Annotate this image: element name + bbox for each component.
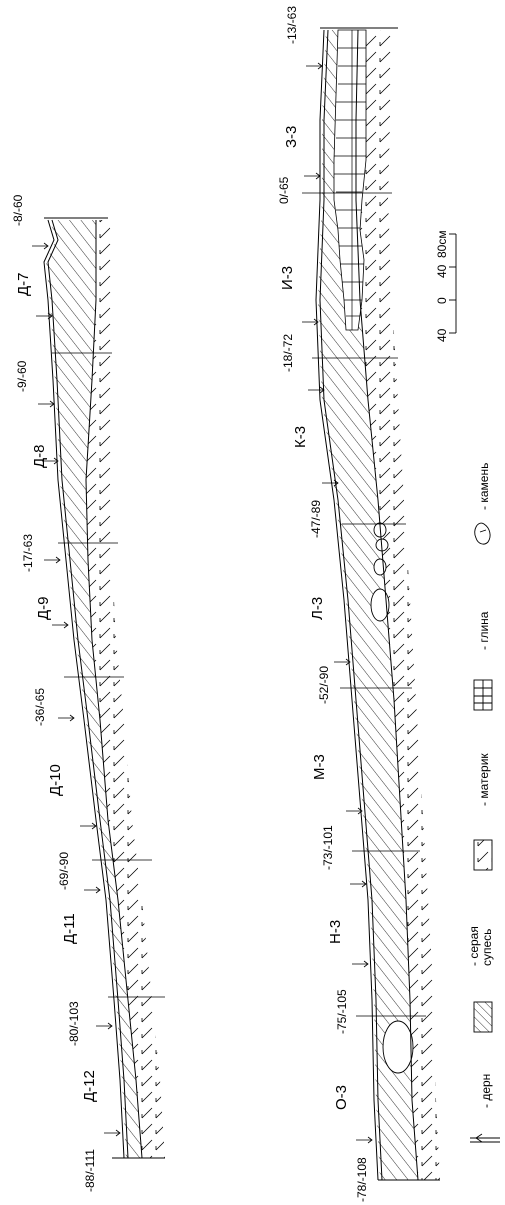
arrow-icon [352, 960, 369, 968]
arrow-icon [308, 386, 325, 394]
legend: - дерн - серая супесь - материк - глина … [467, 463, 500, 1143]
left-elevation-mark: -8/-60 [11, 194, 25, 226]
arrow-icon [104, 1129, 121, 1137]
left-profile: Д-7 Д-8 Д-9 Д-10 Д-11 Д-12 -8/-60 -9/-60… [11, 194, 165, 1192]
right-elevation-mark: -75/-105 [335, 989, 349, 1034]
scale-unit-label: 80см [435, 230, 449, 258]
left-elevation-mark: -69/-90 [57, 852, 71, 890]
right-arrows [302, 62, 373, 1144]
arrow-icon [322, 479, 339, 487]
arrow-icon [38, 400, 55, 408]
right-section-label: И-3 [279, 266, 296, 290]
left-elevation-mark: -88/-111 [83, 1149, 97, 1192]
arrow-icon [304, 172, 321, 180]
right-section-label: Н-3 [327, 920, 344, 944]
right-elevation-mark: -52/-90 [317, 666, 331, 704]
stone-legend-icon [474, 522, 491, 545]
arrow-icon [84, 886, 101, 894]
right-elevation-mark: -78/-108 [355, 1157, 369, 1202]
right-turf-line-inner [319, 29, 383, 1181]
left-gray-sandy-loam-layer [46, 220, 142, 1158]
left-section-label: Д-9 [35, 597, 52, 621]
right-section-label: Л-3 [309, 597, 326, 620]
left-elevation-mark: -17/-63 [21, 534, 35, 572]
right-layer-boundary [355, 29, 419, 1181]
arrow-icon [356, 1136, 373, 1144]
arrow-icon [58, 714, 75, 722]
right-section-label: К-3 [292, 426, 309, 448]
right-elevation-mark: -47/-89 [309, 500, 323, 538]
arrow-icon [52, 621, 69, 629]
arrow-icon [44, 556, 61, 564]
left-elevation-mark: -36/-65 [33, 688, 47, 726]
clay-swatch [473, 679, 493, 711]
arrow-icon [32, 242, 49, 250]
right-elevation-mark: -73/-101 [321, 825, 335, 870]
left-elevation-mark: -80/-103 [67, 1001, 81, 1046]
right-section-label: О-3 [333, 1085, 350, 1110]
right-elevation-mark: -18/-72 [281, 334, 295, 372]
left-arrows [32, 242, 121, 1137]
left-section-label: Д-8 [31, 445, 48, 469]
legend-gray-loam-label: - серая [467, 926, 481, 966]
bedrock-swatch [473, 839, 493, 871]
arrow-icon [80, 822, 97, 830]
legend-clay-label: - глина [477, 611, 491, 650]
right-turf-line-outer [315, 29, 379, 1181]
left-turf-line-outer [43, 219, 125, 1159]
turf-legend-icon [470, 1133, 500, 1143]
left-bedrock-layer [86, 220, 165, 1158]
gray-sandy-loam-swatch [473, 1001, 493, 1033]
arrow-icon [306, 62, 323, 70]
scale-tick-label: 40 [435, 328, 449, 342]
legend-stone-label: - камень [477, 463, 491, 510]
stone-icon [370, 588, 390, 622]
right-gray-sandy-loam-layer [318, 30, 418, 1180]
arrow-icon [350, 880, 367, 888]
arrow-icon [96, 1022, 113, 1030]
legend-bedrock-label: - материк [477, 753, 491, 806]
left-section-label: Д-10 [47, 764, 64, 796]
left-section-label: Д-12 [81, 1070, 98, 1102]
scale-tick-label: 40 [435, 264, 449, 278]
arrow-icon [334, 658, 351, 666]
left-section-label: Д-7 [15, 273, 32, 297]
right-elevation-mark: -13/-63 [285, 6, 299, 44]
arrow-icon [42, 457, 59, 465]
scale-bar [449, 233, 457, 334]
stone-icon [382, 1020, 414, 1074]
left-elevation-mark: -9/-60 [15, 360, 29, 392]
right-elevation-mark: 0/-65 [277, 176, 291, 204]
left-layer-boundary [85, 220, 143, 1159]
arrow-icon [346, 807, 363, 815]
right-profile: З-3 И-3 К-3 Л-3 М-3 Н-3 О-3 -13/-63 0/-6… [277, 6, 440, 1202]
right-section-label: З-3 [283, 126, 300, 148]
clay-column-cells [334, 30, 366, 330]
scale-tick-label: 0 [435, 297, 449, 304]
right-section-label: М-3 [311, 754, 328, 780]
legend-turf-label: - дерн [479, 1074, 493, 1108]
right-bedrock-layer [356, 30, 440, 1180]
arrow-icon [302, 318, 319, 326]
left-turf-line-inner [47, 219, 129, 1159]
legend-gray-loam-label: супесь [480, 929, 494, 966]
arrow-icon [36, 312, 53, 320]
left-section-label: Д-11 [61, 913, 78, 944]
